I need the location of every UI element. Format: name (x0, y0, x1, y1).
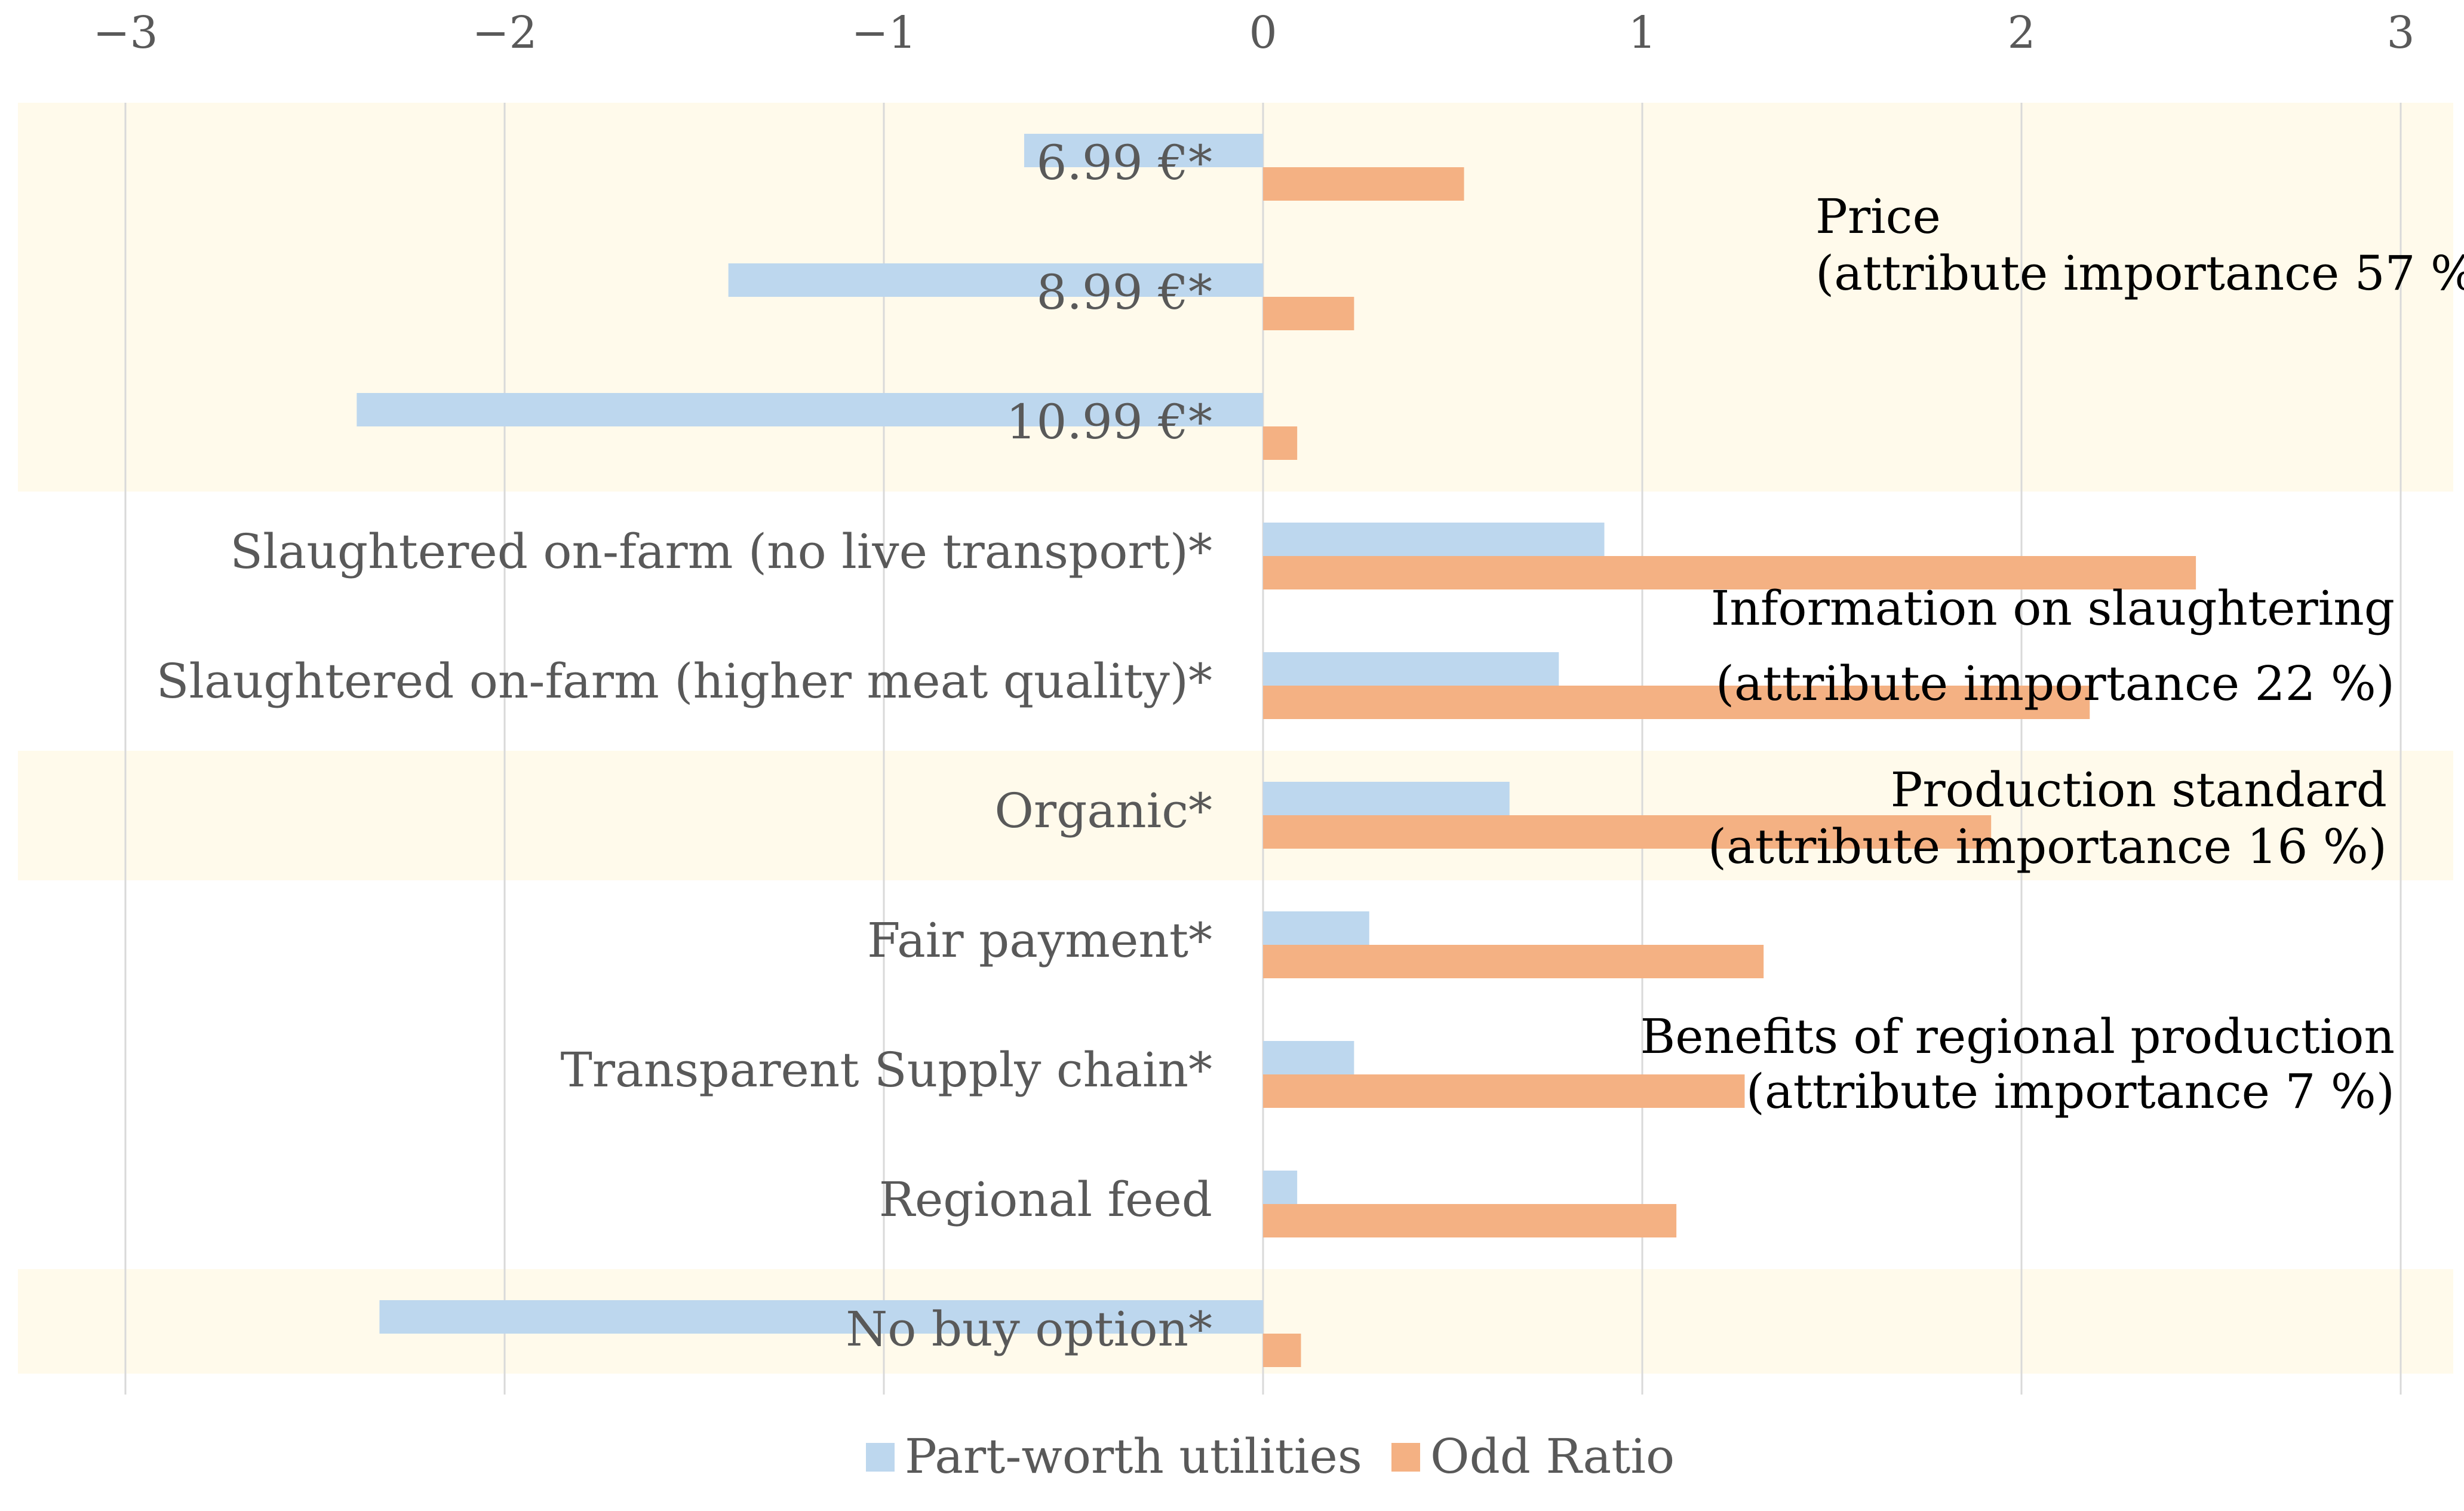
bar-part-worth-utilities-fair-payment (1263, 911, 1369, 945)
group-importance-production-standard: (attribute importance 16 %) (1708, 819, 2387, 874)
group-bands (18, 103, 2453, 1374)
category-label: Transparent Supply chain* (560, 1042, 1212, 1098)
band-price (18, 103, 2453, 492)
legend-swatch-part-worth-utilities (866, 1443, 895, 1472)
bar-odd-ratio-organic (1263, 815, 1992, 849)
category-label: Regional feed (879, 1172, 1212, 1227)
bar-odd-ratio-8-99 (1263, 297, 1354, 330)
bar-part-worth-utilities-6-99 (1024, 134, 1263, 167)
category-label: Slaughtered on-farm (no live transport)* (230, 524, 1212, 579)
bar-part-worth-utilities-organic (1263, 782, 1510, 815)
legend-swatch-odd-ratio (1391, 1443, 1420, 1472)
bar-part-worth-utilities-transparent-supply-chain (1263, 1041, 1354, 1074)
bar-part-worth-utilities-regional-feed (1263, 1171, 1298, 1204)
bar-odd-ratio-fair-payment (1263, 945, 1764, 978)
legend-label-odd-ratio: Odd Ratio (1430, 1429, 1675, 1484)
x-tick-label: 2 (2007, 7, 2035, 59)
band-production-standard (18, 751, 2453, 880)
bar-part-worth-utilities-slaughtered-on-farm-higher-meat-quality (1263, 652, 1559, 686)
bar-odd-ratio-regional-feed (1263, 1204, 1677, 1237)
bars (357, 134, 2196, 1367)
x-tick-label: 0 (1249, 7, 1277, 59)
bar-odd-ratio-transparent-supply-chain (1263, 1074, 1745, 1108)
x-tick-labels: −3 −2 −1 0 1 2 3 (93, 7, 2414, 59)
category-label: No buy option* (846, 1301, 1212, 1357)
group-label-price: Price (1815, 189, 1941, 244)
legend-label-part-worth-utilities: Part-worth utilities (905, 1429, 1362, 1484)
group-label-production-standard: Production standard (1891, 762, 2387, 818)
bar-part-worth-utilities-slaughtered-on-farm-no-live-transport (1263, 523, 1605, 556)
category-label: Organic* (994, 783, 1212, 839)
category-label: 6.99 €* (1037, 135, 1212, 191)
bar-odd-ratio-6-99 (1263, 167, 1464, 201)
category-label: 10.99 €* (1006, 394, 1212, 450)
bar-part-worth-utilities-10-99 (357, 393, 1263, 426)
bar-odd-ratio-slaughtered-on-farm-no-live-transport (1263, 556, 2196, 589)
x-tick-label: −1 (851, 7, 916, 59)
x-tick-label: −3 (93, 7, 158, 59)
bar-odd-ratio-10-99 (1263, 426, 1298, 460)
group-label-information-on-slaughtering: Information on slaughtering (1711, 581, 2395, 636)
bar-part-worth-utilities-8-99 (728, 263, 1263, 297)
group-importance-information-on-slaughtering: (attribute importance 22 %) (1716, 656, 2395, 711)
bar-odd-ratio-slaughtered-on-farm-higher-meat-quality (1263, 686, 2090, 719)
group-label-benefits-of-regional-production: Benefits of regional production (1640, 1009, 2395, 1064)
category-label: Slaughtered on-farm (higher meat quality… (156, 653, 1212, 709)
legend: Part-worth utilities Odd Ratio (866, 1429, 1675, 1484)
category-label: 8.99 €* (1037, 265, 1212, 320)
group-importance-benefits-of-regional-production: (attribute importance 7 %) (1746, 1064, 2395, 1119)
category-labels: 6.99 €* 8.99 €* 10.99 €* Slaughtered on-far… (156, 135, 1212, 1357)
group-importance-price: (attribute importance 57 %) (1815, 245, 2464, 301)
x-tick-label: 1 (1628, 7, 1656, 59)
x-tick-label: 3 (2386, 7, 2414, 59)
group-labels: Price(attribute importance 57 %) Informat… (1640, 189, 2464, 1119)
x-tick-label: −2 (472, 7, 537, 59)
category-label: Fair payment* (867, 913, 1212, 968)
bar-odd-ratio-no-buy-option (1263, 1334, 1301, 1367)
bar-part-worth-utilities-no-buy-option (379, 1300, 1264, 1334)
